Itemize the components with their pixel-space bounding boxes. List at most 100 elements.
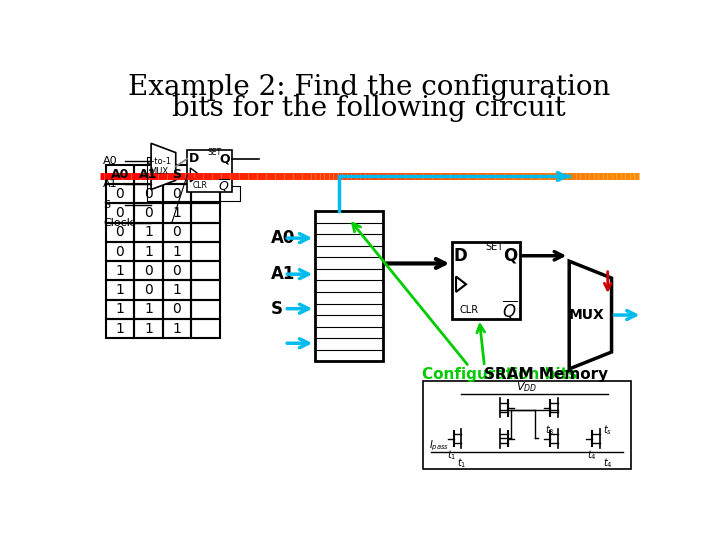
Text: 1: 1 xyxy=(173,245,181,259)
Bar xyxy=(163,300,191,319)
Bar xyxy=(134,280,163,300)
Bar xyxy=(163,165,191,184)
Text: $t_1$: $t_1$ xyxy=(456,456,466,470)
Text: S: S xyxy=(271,300,282,318)
Text: 0: 0 xyxy=(115,225,125,239)
Text: 0: 0 xyxy=(115,187,125,201)
Bar xyxy=(106,242,134,261)
Text: S: S xyxy=(172,168,181,181)
Text: $\overline{Q}$: $\overline{Q}$ xyxy=(502,298,517,321)
Text: 1: 1 xyxy=(173,283,181,297)
Bar xyxy=(315,211,383,361)
Bar xyxy=(191,319,220,338)
Bar xyxy=(106,165,134,184)
Text: 1: 1 xyxy=(173,206,181,220)
Text: 2-to-1
MUX: 2-to-1 MUX xyxy=(146,157,171,176)
Text: $t_1$: $t_1$ xyxy=(447,448,457,462)
Text: A1: A1 xyxy=(104,179,118,189)
Bar xyxy=(452,242,520,319)
Bar xyxy=(106,222,134,242)
Bar xyxy=(134,242,163,261)
Text: 1: 1 xyxy=(173,321,181,335)
Text: D: D xyxy=(454,247,467,265)
Text: A0: A0 xyxy=(104,156,118,166)
Text: CLR: CLR xyxy=(192,181,207,190)
Text: Example 2: Find the configuration: Example 2: Find the configuration xyxy=(128,75,610,102)
Text: 0: 0 xyxy=(173,264,181,278)
Text: 1: 1 xyxy=(144,321,153,335)
Bar xyxy=(191,242,220,261)
Bar xyxy=(191,165,220,184)
Bar xyxy=(163,242,191,261)
Bar xyxy=(163,204,191,222)
Text: Q: Q xyxy=(219,152,230,165)
Text: CLR: CLR xyxy=(459,305,479,315)
Polygon shape xyxy=(151,143,176,190)
Text: 1: 1 xyxy=(115,302,125,316)
Text: A0: A0 xyxy=(271,229,294,247)
Bar xyxy=(106,184,134,204)
Text: Clock: Clock xyxy=(104,218,134,228)
Text: 0: 0 xyxy=(173,225,181,239)
Text: $t_s$: $t_s$ xyxy=(603,424,612,437)
Polygon shape xyxy=(570,261,611,369)
Bar xyxy=(106,319,134,338)
Bar xyxy=(134,300,163,319)
Bar xyxy=(163,319,191,338)
Bar xyxy=(134,222,163,242)
Text: SET: SET xyxy=(485,241,503,252)
Bar xyxy=(134,184,163,204)
Text: 1: 1 xyxy=(115,321,125,335)
Bar xyxy=(191,280,220,300)
Text: 0: 0 xyxy=(144,206,153,220)
Text: 0: 0 xyxy=(115,206,125,220)
Text: Q: Q xyxy=(503,247,518,265)
Text: S: S xyxy=(104,200,110,210)
Text: 0: 0 xyxy=(173,302,181,316)
Bar xyxy=(134,204,163,222)
Text: 1: 1 xyxy=(144,225,153,239)
Text: $t_4$: $t_4$ xyxy=(588,448,597,462)
Text: A1: A1 xyxy=(139,168,158,181)
Bar xyxy=(163,184,191,204)
Bar xyxy=(191,261,220,280)
Text: SET: SET xyxy=(207,148,221,157)
Text: $t_4$: $t_4$ xyxy=(603,456,613,470)
Text: A1: A1 xyxy=(271,265,294,283)
Bar xyxy=(134,165,163,184)
Text: SRAM Memory: SRAM Memory xyxy=(484,367,608,382)
Bar xyxy=(191,222,220,242)
Text: D: D xyxy=(189,152,199,165)
Text: $I_{pass}$: $I_{pass}$ xyxy=(429,438,449,453)
Bar xyxy=(106,280,134,300)
Text: bits for the following circuit: bits for the following circuit xyxy=(172,95,566,122)
Text: Configuration bits: Configuration bits xyxy=(423,367,577,382)
Text: 0: 0 xyxy=(173,187,181,201)
Text: 1: 1 xyxy=(144,245,153,259)
Bar xyxy=(191,204,220,222)
Text: $V_{DD}$: $V_{DD}$ xyxy=(516,380,537,394)
Text: $\overline{Q}$: $\overline{Q}$ xyxy=(218,178,230,194)
Bar xyxy=(134,319,163,338)
Text: 1: 1 xyxy=(115,283,125,297)
Bar xyxy=(191,184,220,204)
Text: 1: 1 xyxy=(115,264,125,278)
Bar xyxy=(191,300,220,319)
Bar xyxy=(106,261,134,280)
Text: MUX: MUX xyxy=(568,308,604,322)
Bar xyxy=(134,261,163,280)
Bar xyxy=(106,300,134,319)
Text: 0: 0 xyxy=(115,245,125,259)
Bar xyxy=(163,222,191,242)
Bar xyxy=(106,204,134,222)
Text: 0: 0 xyxy=(144,283,153,297)
Bar xyxy=(163,280,191,300)
Bar xyxy=(187,150,232,192)
Text: 0: 0 xyxy=(144,264,153,278)
Text: 0: 0 xyxy=(144,187,153,201)
Bar xyxy=(423,381,631,469)
Text: 1: 1 xyxy=(144,302,153,316)
Bar xyxy=(163,261,191,280)
Text: A0: A0 xyxy=(111,168,129,181)
Text: $t_3$: $t_3$ xyxy=(545,424,554,437)
